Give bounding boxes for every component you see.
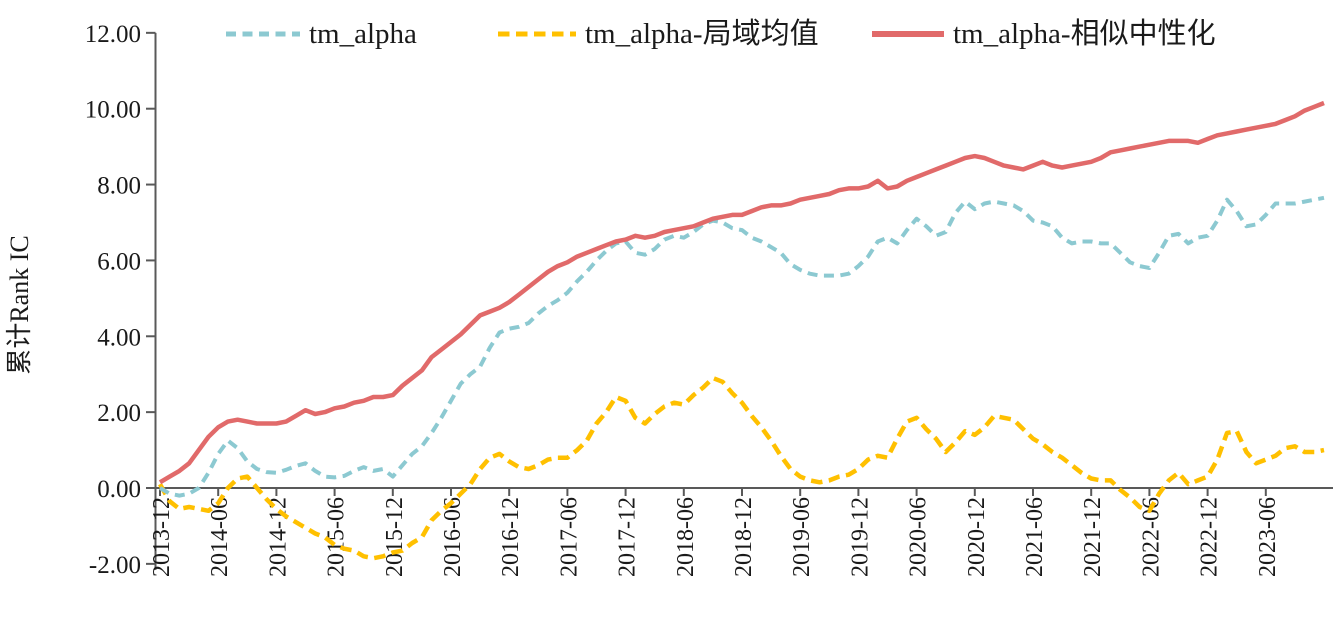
legend-item-tm-alpha-similarity-neutralized: tm_alpha-相似中性化 [872, 17, 1216, 51]
chart-legend: tm_alpha tm_alpha-局域均值 tm_alpha-相似中性化 [0, 0, 1338, 60]
dashed-line-swatch-icon [226, 31, 300, 37]
x-tick-label: 2017-12 [615, 497, 641, 577]
y-tick-label: -2.00 [89, 552, 141, 579]
x-tick-label: 2022-12 [1197, 497, 1223, 577]
series-line-tm_alpha [158, 195, 1325, 498]
legend-item-tm-alpha: tm_alpha [226, 17, 417, 51]
x-tick-label: 2023-06 [1255, 497, 1281, 577]
x-tick-label: 2020-06 [906, 497, 932, 577]
y-tick-label: 0.00 [97, 476, 141, 503]
y-tick-label: 2.00 [97, 400, 141, 427]
legend-label-tm-alpha: tm_alpha [309, 18, 417, 50]
x-tick-label: 2018-06 [673, 497, 699, 577]
x-tick-label: 2015-12 [382, 497, 408, 577]
y-tick-label: 10.00 [85, 97, 141, 124]
legend-item-tm-alpha-local-mean: tm_alpha-局域均值 [498, 17, 819, 51]
x-tick-label: 2014-12 [265, 497, 291, 577]
x-tick-label: 2016-12 [498, 497, 524, 577]
solid-line-swatch-icon [872, 31, 944, 37]
x-tick-label: 2019-06 [789, 497, 815, 577]
dashed-line-swatch-icon [498, 31, 576, 37]
x-tick-label: 2019-12 [847, 497, 873, 577]
y-tick-label: 6.00 [97, 248, 141, 275]
x-tick-label: 2017-06 [556, 497, 582, 577]
x-tick-label: 2020-12 [964, 497, 990, 577]
x-tick-label: 2016-06 [440, 497, 466, 577]
series-line-tm_alpha-相似中性化 [158, 100, 1325, 485]
legend-label-tm-alpha-similarity-neutralized: tm_alpha-相似中性化 [953, 18, 1216, 50]
series-line-tm_alpha-局域均值 [158, 375, 1325, 561]
legend-label-tm-alpha-local-mean: tm_alpha-局域均值 [585, 18, 819, 50]
y-tick-label: 4.00 [97, 324, 141, 351]
y-tick-label: 12.00 [85, 21, 141, 48]
x-tick-label: 2021-06 [1022, 497, 1048, 577]
y-tick-label: 8.00 [97, 173, 141, 200]
x-tick-label: 2021-12 [1080, 497, 1106, 577]
y-axis-title: 累计Rank IC [5, 235, 34, 374]
x-tick-label: 2018-12 [731, 497, 757, 577]
x-tick-label: 2013-12 [149, 497, 175, 577]
